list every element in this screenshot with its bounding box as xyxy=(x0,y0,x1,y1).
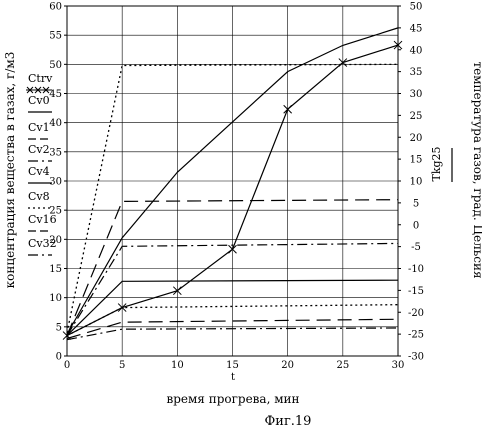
y-left-tick-label: 40 xyxy=(49,118,62,129)
x-tick-label: 25 xyxy=(336,360,349,371)
y-left-tick-label: 60 xyxy=(49,2,62,13)
y-right-tick-label: 0 xyxy=(413,220,419,231)
series-line-cv2 xyxy=(66,279,399,337)
x-tick-label: 20 xyxy=(281,360,294,371)
series-line-cv4 xyxy=(66,304,399,337)
y-axis-left-title: концентрация вещества в газах, г/м3 xyxy=(3,52,17,289)
y-right-tick-label: -30 xyxy=(408,352,424,363)
legend-label-cv4: Cv4 xyxy=(28,165,50,178)
y-right-tick-label: -25 xyxy=(408,330,424,341)
series-line-cv0 xyxy=(66,199,399,336)
y-right-tick-label: 20 xyxy=(410,133,423,144)
y-left-tick-label: 55 xyxy=(49,31,62,42)
ticks-layer: 0 5 10 15 20 25 30051015202530354045505560-30-… xyxy=(49,2,424,372)
y-right-tick-label: 15 xyxy=(410,155,423,166)
x-tick-label: 5 xyxy=(119,360,125,371)
grid-layer xyxy=(67,6,398,356)
legend-marker-ctrv xyxy=(26,86,34,94)
figure-caption: Фиг.19 xyxy=(265,414,312,429)
legend-marker-ctrv xyxy=(42,86,50,94)
series-line-cv32 xyxy=(66,63,399,333)
series-line-cv8 xyxy=(66,318,399,340)
legend-label-cv0: Cv0 xyxy=(28,94,50,107)
y-right-tick-label: 45 xyxy=(410,23,423,34)
series-line-tkg25 xyxy=(66,27,399,335)
y-right-tick-label: -10 xyxy=(408,264,424,275)
y-right-tick-label: 25 xyxy=(410,111,423,122)
y-left-tick-label: 45 xyxy=(49,89,62,100)
y-left-tick-label: 15 xyxy=(49,264,62,275)
legend-label-cv2: Cv2 xyxy=(28,143,50,156)
legend-label-cv8: Cv8 xyxy=(28,190,50,203)
y-right-tick-label: 5 xyxy=(413,198,419,209)
x-tick-label: 30 xyxy=(392,360,405,371)
series-line-cv16 xyxy=(66,327,399,341)
legend-layer: Ctrv Cv0 Cv1 Cv2 Cv4 Cv8 Cv16 Cv32 Tkg25 xyxy=(26,72,453,256)
x-variable-label: t xyxy=(231,372,235,383)
series-line-cv1 xyxy=(66,242,399,336)
x-tick-label: 10 xyxy=(171,360,184,371)
legend-label-tkg25: Tkg25 xyxy=(430,146,443,181)
series-point-ctrv xyxy=(338,58,348,67)
x-tick-label: 0 xyxy=(64,360,70,371)
y-right-tick-label: -5 xyxy=(411,242,421,253)
series-point-ctrv xyxy=(283,104,293,114)
y-left-tick-label: 20 xyxy=(49,235,62,246)
y-left-tick-label: 5 xyxy=(56,322,62,333)
y-right-tick-label: 30 xyxy=(410,89,423,100)
y-left-tick-label: 0 xyxy=(56,352,62,363)
y-axis-right-title: температура газов, град. Цельсия xyxy=(471,61,482,278)
x-tick-label: 15 xyxy=(226,360,239,371)
x-axis-title: время прогрева, мин xyxy=(166,392,299,406)
legend-label-ctrv: Ctrv xyxy=(28,72,53,85)
y-left-tick-label: 50 xyxy=(49,60,62,71)
y-left-tick-label: 25 xyxy=(49,206,62,217)
y-right-tick-label: -20 xyxy=(408,308,424,319)
series-point-ctrv xyxy=(228,244,237,254)
legend-marker-ctrv xyxy=(34,86,42,94)
y-left-tick-label: 10 xyxy=(49,293,62,304)
legend-label-cv16: Cv16 xyxy=(28,213,57,226)
y-right-tick-label: 35 xyxy=(410,67,423,78)
y-right-tick-label: 40 xyxy=(410,45,423,56)
y-right-tick-label: -15 xyxy=(408,286,424,297)
series-point-ctrv xyxy=(172,286,182,296)
series-layer xyxy=(62,27,403,341)
y-right-tick-label: 10 xyxy=(410,177,423,188)
y-left-tick-label: 30 xyxy=(49,177,62,188)
legend-label-cv32: Cv32 xyxy=(28,237,57,250)
series-point-ctrv xyxy=(393,40,403,50)
y-left-tick-label: 35 xyxy=(49,147,62,158)
legend-label-cv1: Cv1 xyxy=(28,121,50,134)
y-right-tick-label: 50 xyxy=(410,2,423,13)
